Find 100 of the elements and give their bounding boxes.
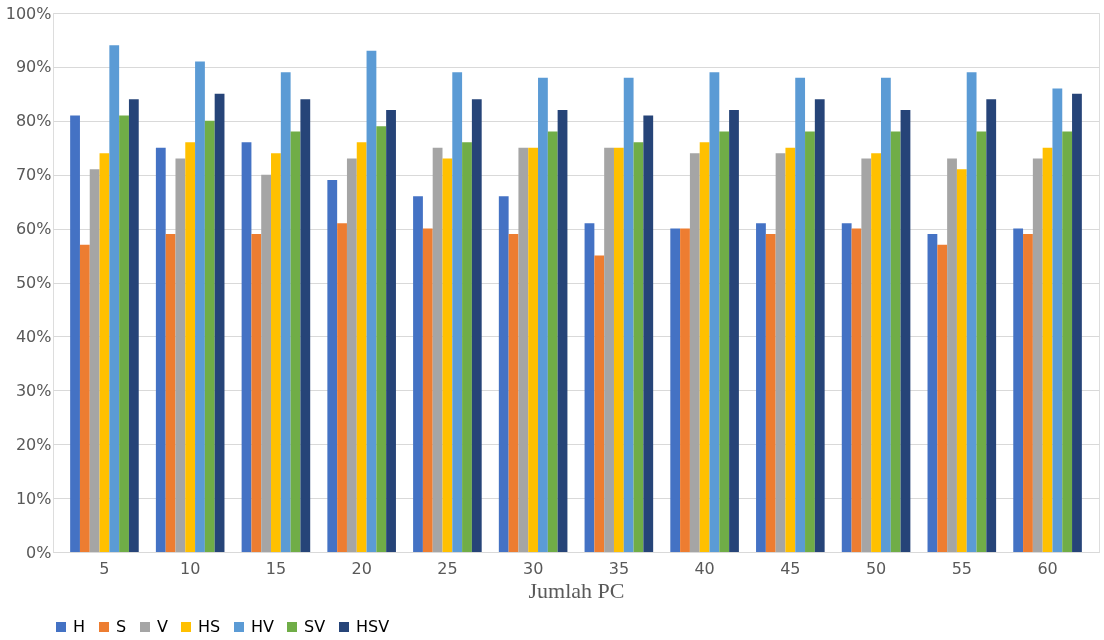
- bar: [452, 72, 463, 552]
- legend-label: S: [116, 617, 127, 636]
- bar: [871, 153, 881, 552]
- x-tick-label: 35: [608, 558, 630, 578]
- bar: [547, 131, 558, 552]
- bar: [528, 147, 539, 552]
- x-tick-label: 60: [1037, 558, 1058, 578]
- bar: [280, 72, 291, 552]
- y-tick-label: 40%: [15, 326, 52, 346]
- y-tick-label: 80%: [15, 111, 52, 131]
- y-tick-label: 60%: [15, 219, 52, 239]
- bar: [937, 244, 948, 552]
- bar: [1023, 233, 1033, 552]
- legend-label: HV: [251, 617, 275, 636]
- bar: [422, 228, 433, 552]
- bar: [594, 255, 605, 552]
- bar: [346, 158, 357, 552]
- bar: [947, 158, 957, 552]
- bar: [1042, 147, 1053, 552]
- bar: [376, 126, 387, 552]
- bar: [1013, 228, 1024, 552]
- x-tick-label: 10: [180, 558, 201, 578]
- x-tick-label: 40: [694, 558, 715, 578]
- bar: [471, 99, 482, 552]
- bar: [538, 77, 548, 552]
- x-tick-label: 30: [522, 558, 544, 578]
- y-tick-label: 20%: [15, 434, 52, 454]
- bar: [699, 142, 710, 552]
- bar: [327, 180, 338, 552]
- x-axis-title: Jumlah PC: [528, 577, 625, 603]
- legend-label: HS: [198, 617, 221, 636]
- bar: [1032, 158, 1043, 552]
- bar: [290, 131, 301, 552]
- bar: [442, 158, 453, 552]
- bar: [70, 115, 80, 552]
- bar: [89, 169, 100, 552]
- bar: [956, 169, 967, 552]
- bar: [165, 233, 176, 552]
- bar: [900, 110, 911, 552]
- bar: [241, 142, 252, 552]
- bar: [1062, 131, 1073, 552]
- bar: [709, 72, 720, 552]
- legend-label: H: [73, 617, 86, 636]
- bar: [729, 110, 739, 552]
- bar: [814, 99, 825, 552]
- bar: [604, 147, 614, 552]
- x-tick-label: 55: [951, 558, 972, 578]
- y-tick-label: 30%: [15, 380, 52, 400]
- bar: [765, 233, 776, 552]
- bar: [432, 147, 443, 552]
- bar: [966, 72, 977, 552]
- legend-label: V: [157, 617, 168, 636]
- bar: [633, 142, 644, 552]
- y-tick-label: 70%: [15, 165, 52, 185]
- bar: [1052, 88, 1063, 552]
- bar: [271, 153, 281, 552]
- bar: [670, 228, 681, 552]
- bar: [927, 233, 938, 552]
- bar: [185, 142, 196, 552]
- bar: [204, 120, 215, 552]
- x-tick-label: 25: [437, 558, 458, 578]
- x-tick-label: 20: [351, 558, 372, 578]
- bar: [518, 147, 529, 552]
- x-tick-label: 45: [780, 558, 801, 578]
- y-tick-label: 50%: [15, 273, 52, 292]
- bar: [775, 153, 786, 552]
- bar: [195, 61, 205, 552]
- bar: [1072, 93, 1082, 552]
- y-tick-label: 90%: [15, 57, 52, 77]
- bar: [756, 223, 766, 552]
- bar: [251, 233, 262, 552]
- bar: [557, 110, 568, 552]
- bar: [689, 153, 700, 552]
- y-tick-label: 10%: [15, 488, 52, 508]
- bar: [976, 131, 987, 552]
- bar: [119, 115, 129, 552]
- bar: [356, 142, 367, 552]
- bar: [861, 158, 872, 552]
- bar: [613, 147, 624, 552]
- bar: [584, 223, 595, 552]
- legend-label: HSV: [356, 617, 390, 636]
- bar: [680, 228, 690, 552]
- x-tick-label: 15: [265, 558, 287, 578]
- bar: [413, 196, 423, 552]
- bar: [128, 99, 139, 552]
- x-tick-label: 50: [865, 558, 887, 578]
- bar: [498, 196, 509, 552]
- bar: [841, 223, 852, 552]
- bar: [175, 158, 186, 552]
- bar: [462, 142, 472, 552]
- bar: [366, 50, 377, 552]
- bar: [623, 77, 634, 552]
- bar: [890, 131, 901, 552]
- bar: [643, 115, 654, 552]
- bar: [880, 77, 891, 552]
- y-tick-label: 100%: [5, 3, 52, 23]
- bar: [261, 174, 272, 552]
- bar: [805, 131, 815, 552]
- bar: [214, 93, 225, 552]
- bar: [795, 77, 806, 552]
